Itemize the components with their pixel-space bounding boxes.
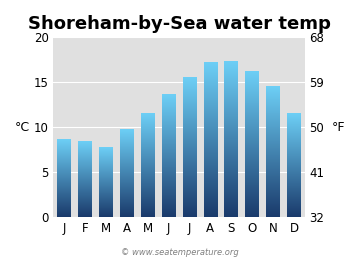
- Title: Shoreham-by-Sea water temp: Shoreham-by-Sea water temp: [27, 15, 330, 33]
- Text: © www.seatemperature.org: © www.seatemperature.org: [121, 248, 239, 257]
- Y-axis label: °C: °C: [15, 121, 30, 134]
- Y-axis label: °F: °F: [332, 121, 345, 134]
